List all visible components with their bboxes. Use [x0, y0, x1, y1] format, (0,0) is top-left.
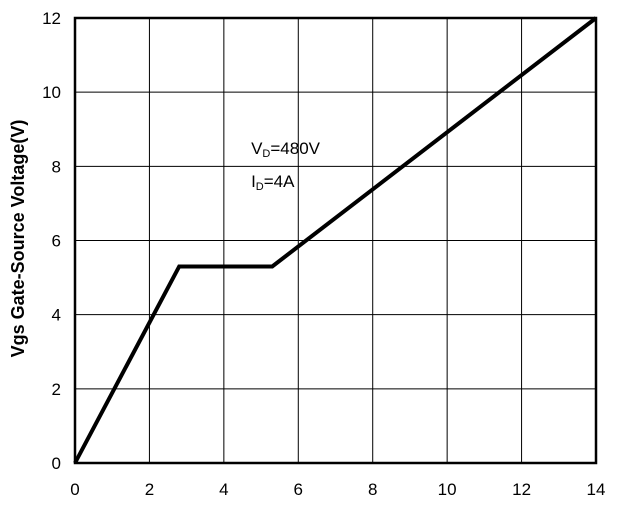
y-tick-labels: 0 2 4 6 8 10 12 [42, 9, 61, 473]
annotations: VD=480V ID=4A [251, 139, 321, 193]
series-line [73, 16, 598, 464]
annotation-label: ID=4A [251, 172, 295, 193]
x-tick-label: 8 [368, 480, 377, 499]
y-tick-label: 10 [42, 83, 61, 102]
x-tick-label: 0 [70, 480, 79, 499]
x-tick-label: 14 [587, 480, 606, 499]
y-tick-label: 0 [52, 454, 61, 473]
x-tick-label: 12 [512, 480, 531, 499]
x-tick-label: 6 [294, 480, 303, 499]
x-tick-labels: 0 2 4 6 8 10 12 14 [70, 480, 605, 499]
x-tick-label: 10 [438, 480, 457, 499]
y-axis-label: Vgs Gate-Source Voltage(V) [8, 120, 28, 358]
x-tick-label: 2 [145, 480, 154, 499]
plot-frame [73, 16, 598, 465]
y-tick-label: 8 [52, 157, 61, 176]
grid-lines [74, 17, 597, 464]
y-tick-label: 6 [52, 232, 61, 251]
annotation-label: VD=480V [251, 139, 321, 160]
y-tick-label: 4 [52, 306, 61, 325]
y-tick-label: 12 [42, 9, 61, 28]
y-tick-label: 2 [52, 380, 61, 399]
x-tick-label: 4 [219, 480, 228, 499]
